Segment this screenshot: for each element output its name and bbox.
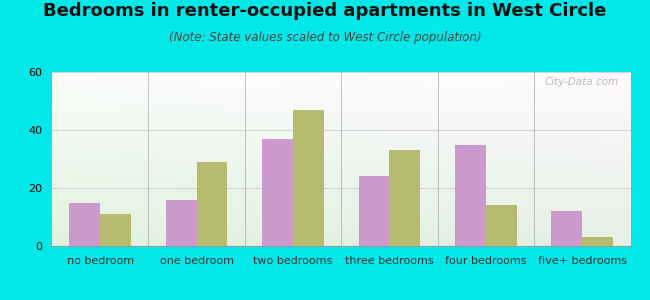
Text: City-Data.com: City-Data.com (545, 77, 619, 87)
Bar (293, 110, 324, 246)
Bar (262, 139, 293, 246)
Bar (100, 214, 131, 246)
Bar (389, 150, 421, 246)
Bar (582, 237, 613, 246)
Text: (Note: State values scaled to West Circle population): (Note: State values scaled to West Circl… (169, 32, 481, 44)
Bar (70, 202, 100, 246)
Bar (486, 206, 517, 246)
Bar (196, 162, 227, 246)
Bar (551, 211, 582, 246)
Bar (359, 176, 389, 246)
Text: Bedrooms in renter-occupied apartments in West Circle: Bedrooms in renter-occupied apartments i… (44, 2, 606, 20)
Bar (166, 200, 196, 246)
Bar (455, 145, 486, 246)
